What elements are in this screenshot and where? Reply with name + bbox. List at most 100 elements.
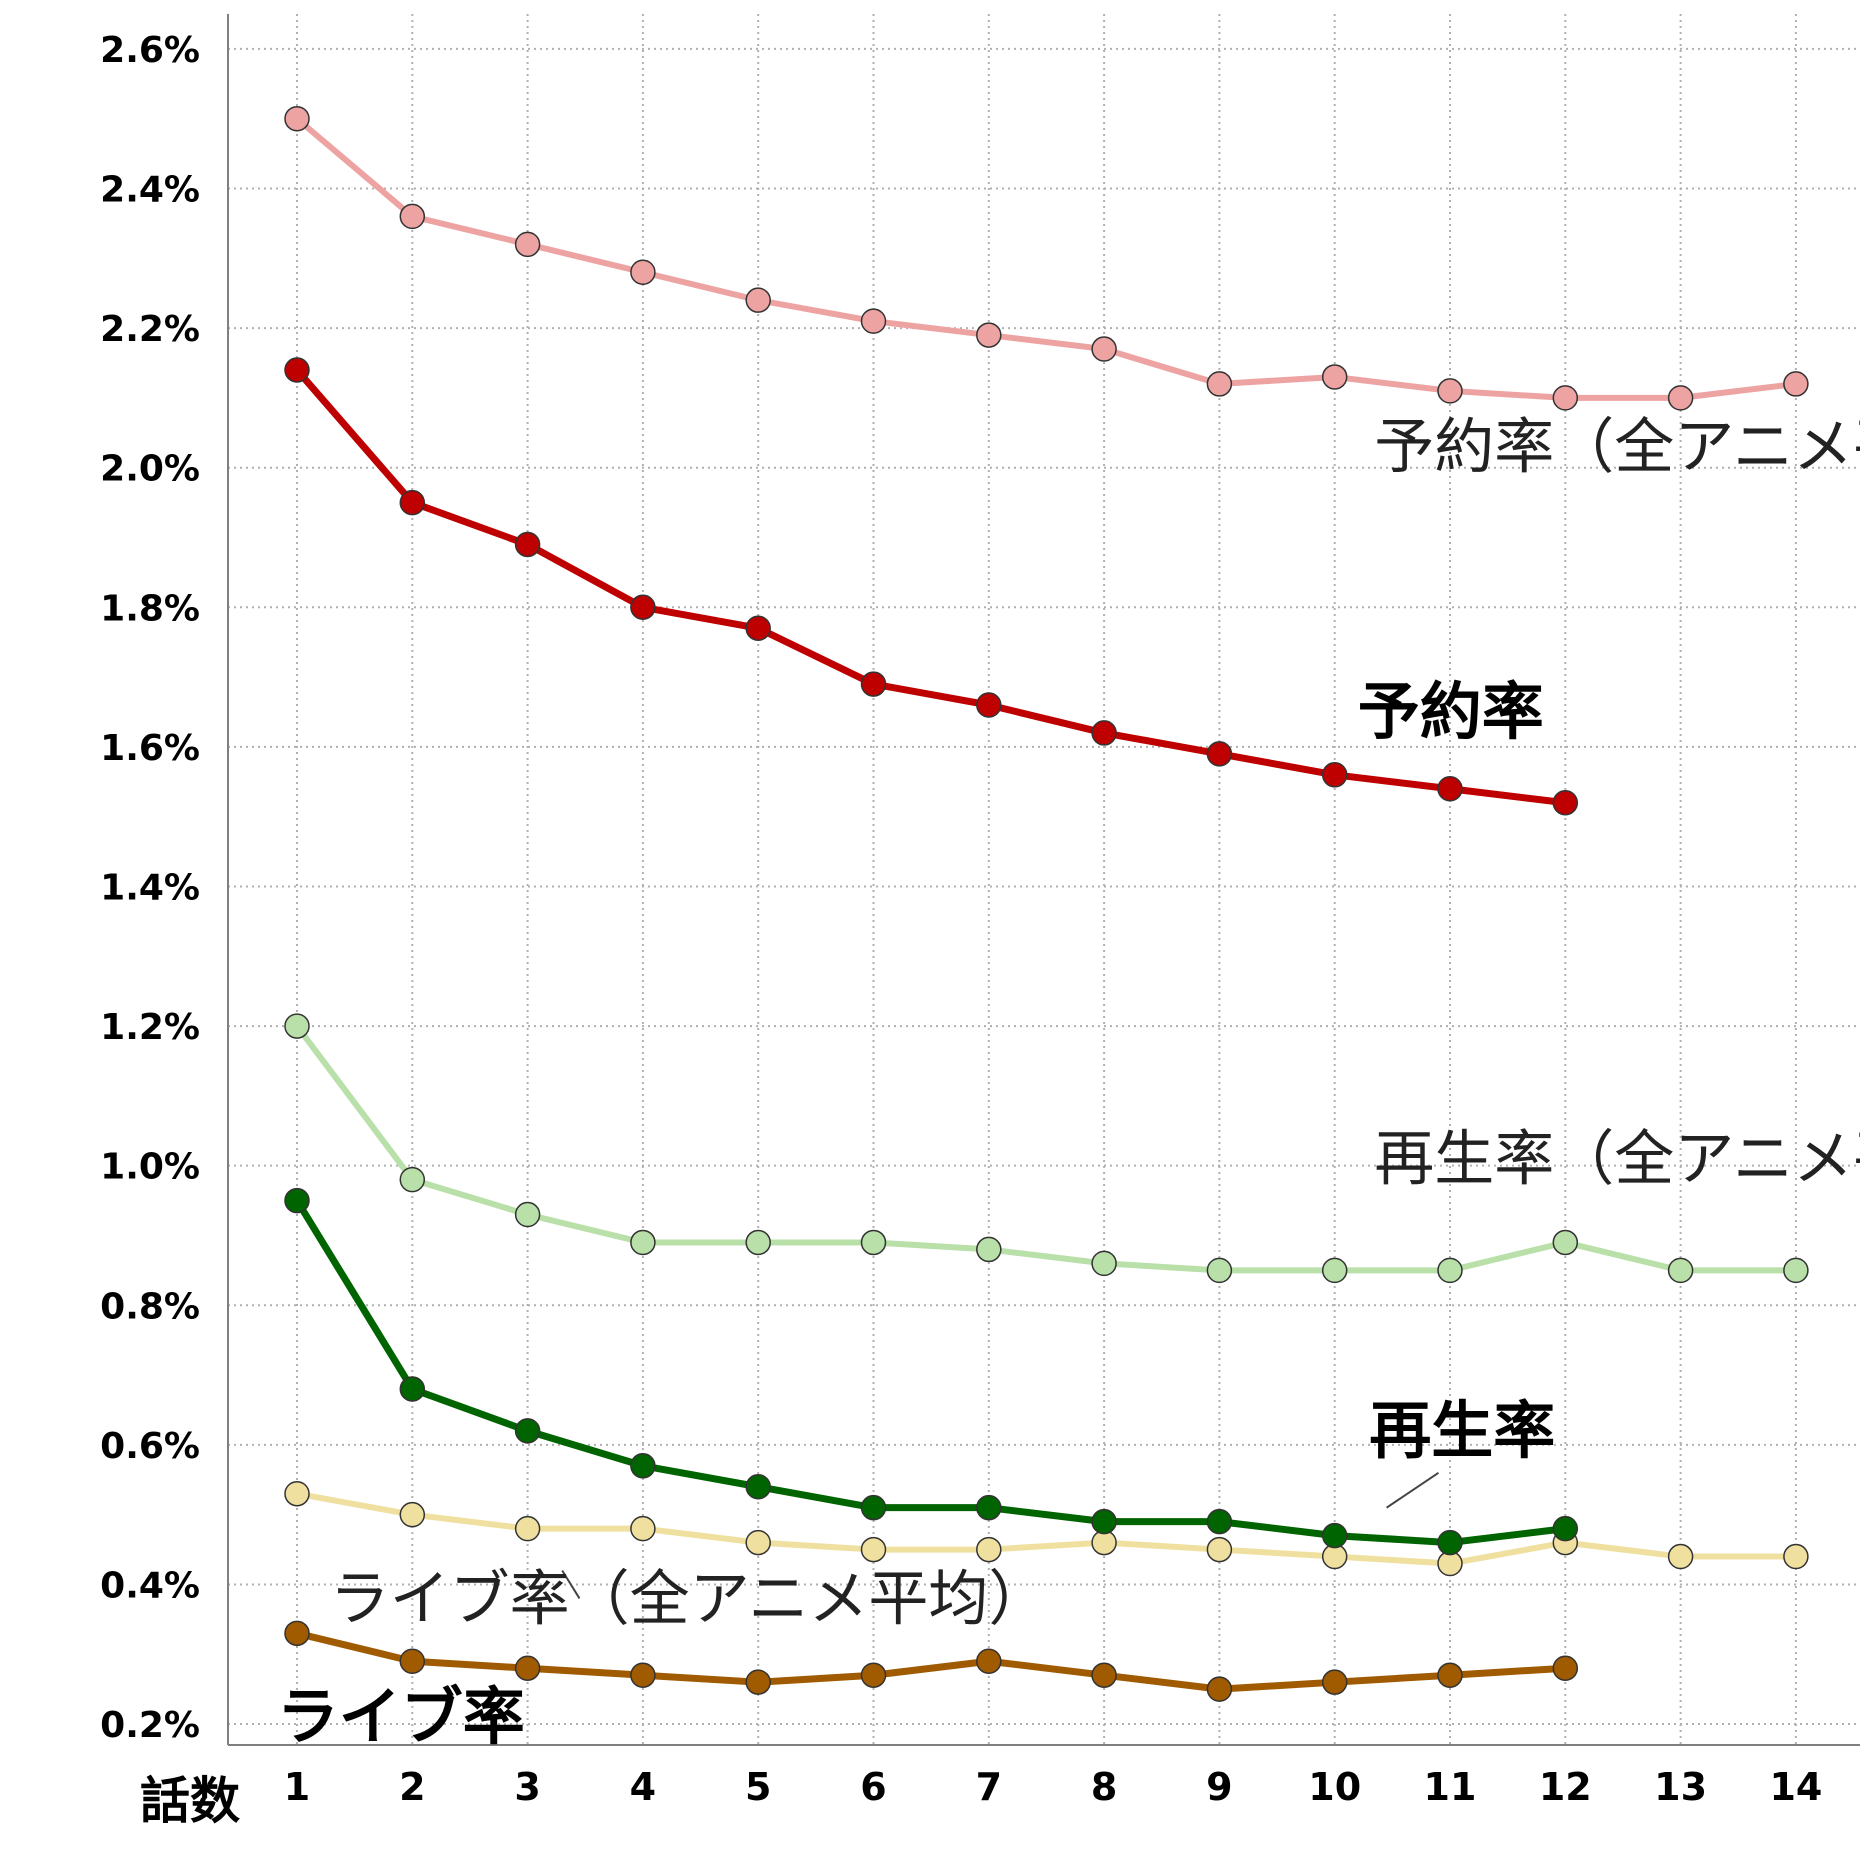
data-point	[1783, 371, 1809, 397]
data-point	[284, 105, 310, 132]
series-0	[284, 105, 1809, 411]
series	[284, 105, 1809, 1702]
data-point	[976, 1536, 1002, 1563]
data-point	[1321, 364, 1348, 390]
series-5	[284, 1620, 1579, 1702]
data-point	[1091, 1662, 1117, 1688]
data-point	[745, 1473, 771, 1500]
data-point	[514, 531, 541, 558]
data-point	[1206, 1536, 1233, 1563]
x-tick-label: 11	[1424, 1765, 1477, 1809]
data-point	[860, 1494, 887, 1521]
y-tick-label: 0.2%	[100, 1705, 200, 1746]
x-tick-label: 1	[284, 1765, 310, 1809]
axes: 0.2% 0.4% 0.6% 0.8% 1.0% 1.2% 1.4% 1.6% 1.8% 2.0%…	[100, 14, 1860, 1809]
data-point	[1552, 385, 1579, 411]
series-annotation: 再生率（全アニメ平均）	[1374, 1125, 1860, 1195]
series-4	[284, 1480, 1809, 1577]
x-tick-label: 12	[1539, 1765, 1592, 1809]
data-point	[745, 1529, 771, 1556]
series-annotation: 再生率	[1369, 1394, 1555, 1467]
data-point	[976, 692, 1002, 718]
data-point	[860, 1536, 887, 1563]
data-point	[1437, 1529, 1463, 1556]
data-point	[1091, 1508, 1117, 1535]
data-point	[745, 287, 771, 313]
data-point	[514, 1655, 541, 1681]
annotation-leader	[1386, 1471, 1440, 1509]
data-point	[1321, 1522, 1348, 1549]
data-point	[399, 1376, 426, 1402]
data-point	[860, 1229, 887, 1256]
data-point	[514, 231, 541, 258]
series-annotation: ライブ率	[277, 1680, 525, 1753]
data-point	[1321, 1257, 1348, 1284]
data-point	[514, 1201, 541, 1228]
data-point	[514, 1515, 541, 1542]
data-point	[284, 1620, 310, 1647]
data-point	[1667, 385, 1694, 411]
y-tick-label: 1.2%	[100, 1007, 200, 1048]
y-tick-label: 1.4%	[100, 867, 200, 908]
data-point	[1091, 336, 1117, 362]
data-point	[1783, 1543, 1809, 1570]
series-annotation: 予約率	[1358, 675, 1544, 748]
data-point	[284, 1480, 310, 1507]
data-point	[860, 1662, 887, 1688]
data-point	[630, 1515, 656, 1542]
data-point	[745, 1229, 771, 1256]
data-point	[399, 1166, 426, 1193]
x-tick-label: 3	[514, 1765, 540, 1809]
data-point	[1783, 1257, 1809, 1284]
y-tick-label: 2.2%	[100, 309, 200, 350]
y-tick-label: 2.6%	[100, 30, 200, 71]
x-tick-label: 7	[976, 1765, 1002, 1809]
data-point	[1206, 1257, 1233, 1284]
data-point	[1552, 789, 1579, 816]
data-point	[1552, 1655, 1579, 1681]
series-line	[296, 1629, 1566, 1693]
data-point	[630, 1662, 656, 1688]
y-tick-label: 2.0%	[100, 449, 200, 490]
y-tick-label: 1.6%	[100, 728, 200, 769]
x-tick-label: 9	[1206, 1765, 1232, 1809]
data-point	[399, 203, 426, 230]
data-point	[745, 1669, 771, 1695]
x-tick-label: 10	[1308, 1765, 1361, 1809]
series-line	[296, 1490, 1796, 1567]
data-point	[860, 671, 887, 697]
x-tick-label: 6	[860, 1765, 886, 1809]
data-point	[399, 489, 426, 516]
data-point	[1437, 1257, 1463, 1284]
data-point	[630, 1453, 656, 1479]
series-1	[284, 357, 1579, 816]
annotation-leader	[561, 1569, 581, 1599]
series-line	[294, 367, 1566, 807]
data-point	[1321, 762, 1348, 788]
data-point	[399, 1648, 426, 1674]
data-point	[976, 1648, 1002, 1674]
x-tick-label: 13	[1654, 1765, 1707, 1809]
data-point	[860, 308, 887, 334]
data-point	[630, 259, 656, 286]
data-point	[745, 615, 771, 641]
data-point	[1667, 1257, 1694, 1284]
data-point	[1321, 1669, 1348, 1695]
data-point	[1206, 1676, 1233, 1702]
data-point	[514, 1418, 541, 1444]
y-tick-label: 2.4%	[100, 169, 200, 210]
series-2	[284, 1013, 1809, 1284]
x-tick-label: 5	[745, 1765, 771, 1809]
x-tick-label: 4	[630, 1765, 656, 1809]
data-point	[1437, 378, 1463, 404]
data-point	[1552, 1515, 1579, 1542]
series-line	[294, 1024, 1796, 1274]
x-tick-label: 8	[1091, 1765, 1117, 1809]
y-tick-label: 0.8%	[100, 1286, 200, 1327]
data-point	[1206, 1508, 1233, 1535]
y-tick-label: 0.6%	[100, 1426, 200, 1467]
series-line	[295, 116, 1797, 401]
data-point	[284, 357, 310, 383]
data-point	[399, 1501, 426, 1528]
series-3	[284, 1187, 1579, 1556]
